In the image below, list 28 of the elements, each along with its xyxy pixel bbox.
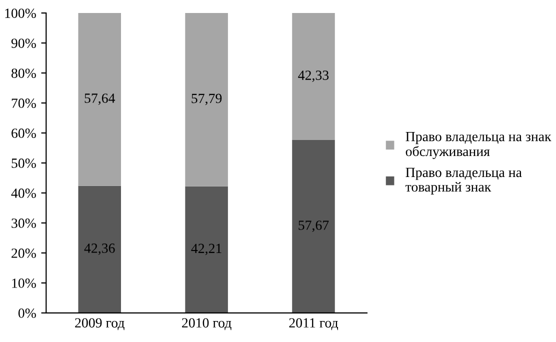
y-tick-label: 10% bbox=[12, 278, 36, 288]
y-tick-label: 30% bbox=[12, 218, 36, 228]
y-tick-label: 20% bbox=[12, 248, 36, 258]
data-label: 57,79 bbox=[192, 94, 222, 106]
data-label: 42,21 bbox=[191, 244, 222, 256]
x-tick-label: 2009 год bbox=[75, 318, 124, 330]
y-tick-label: 60% bbox=[12, 128, 36, 138]
data-label: 57,64 bbox=[84, 94, 116, 105]
y-tick-label: 0% bbox=[18, 308, 36, 318]
bar bbox=[292, 140, 335, 313]
data-label: 42,36 bbox=[84, 244, 115, 255]
x-tick-label: 2010 год bbox=[182, 318, 232, 330]
y-tick-label: 40% bbox=[11, 188, 36, 198]
y-tick-label: 50% bbox=[12, 158, 36, 168]
data-label: 42,33 bbox=[298, 70, 329, 82]
x-tick-label: 2011 год bbox=[289, 318, 338, 330]
bar bbox=[292, 12, 335, 140]
bar bbox=[185, 12, 228, 186]
bar bbox=[185, 186, 228, 313]
y-tick-label: 90% bbox=[11, 38, 36, 48]
bar bbox=[78, 12, 122, 186]
legend-label: Право владельца на знак обслуживания bbox=[406, 132, 552, 159]
legend-label: Право владельца на товарный знак bbox=[406, 168, 522, 194]
y-tick-label: 100% bbox=[5, 8, 36, 18]
y-tick-label: 70% bbox=[12, 98, 36, 108]
data-label: 57,67 bbox=[298, 220, 329, 232]
bar bbox=[78, 186, 122, 313]
y-tick-label: 80% bbox=[11, 68, 36, 78]
